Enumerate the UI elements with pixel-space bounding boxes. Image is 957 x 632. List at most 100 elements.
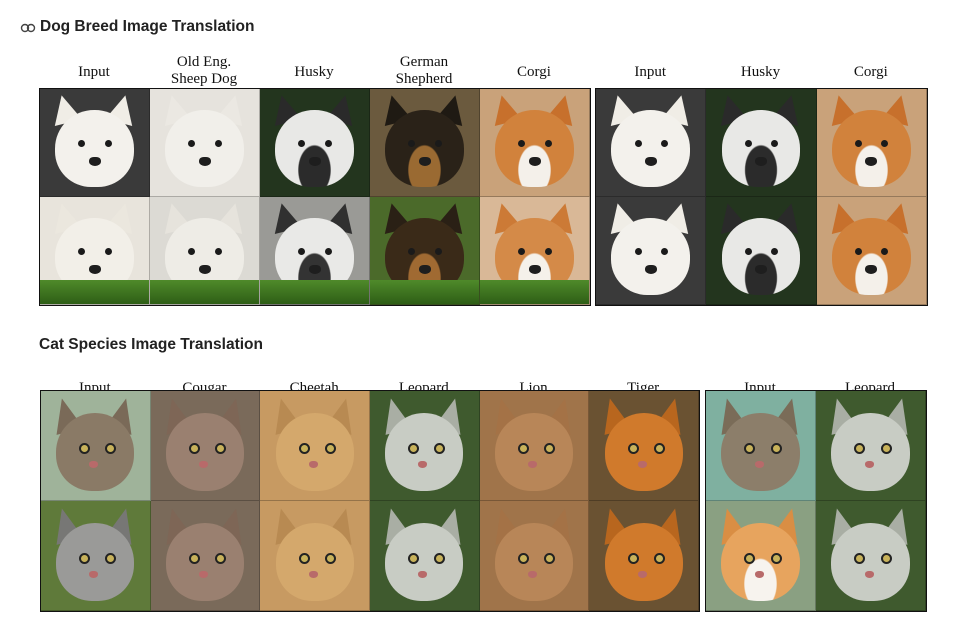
nose: [418, 460, 428, 468]
right-eye: [770, 443, 782, 455]
nose: [308, 265, 321, 275]
shepherd-image: [370, 89, 480, 197]
dog-panel-a-grid: [39, 88, 591, 306]
right-eye: [215, 443, 227, 455]
left-eye: [634, 140, 642, 148]
nose: [865, 157, 878, 167]
tabby-image: [41, 391, 151, 501]
cat-section-title: Cat Species Image Translation: [39, 336, 263, 354]
left-eye: [744, 140, 752, 148]
nose: [637, 570, 647, 578]
left-eye: [298, 248, 306, 256]
left-eye: [634, 248, 642, 256]
right-eye: [771, 248, 779, 256]
left-eye: [408, 140, 416, 148]
face: [831, 522, 910, 602]
corgi-image: [816, 89, 927, 197]
left-eye: [854, 553, 866, 565]
orangecat-image: [706, 501, 816, 611]
column-header: Old Eng. Sheep Dog: [170, 54, 238, 87]
nose: [754, 460, 764, 468]
nose: [418, 157, 431, 167]
right-eye: [880, 553, 892, 565]
cat-panel-a-grid: [40, 390, 700, 612]
right-eye: [105, 553, 117, 565]
cheetah-image: [260, 501, 370, 611]
nose: [88, 157, 101, 167]
column-header: Input: [634, 64, 666, 80]
left-eye: [518, 140, 526, 148]
link-icon[interactable]: [20, 21, 36, 33]
right-eye: [770, 553, 782, 565]
right-eye: [324, 553, 336, 565]
snowleopard-image: [369, 501, 480, 611]
nose: [637, 460, 647, 468]
right-eye: [324, 443, 336, 455]
nose: [198, 265, 211, 275]
face: [165, 412, 245, 492]
cat-panel-b-grid: [705, 390, 927, 612]
face: [165, 110, 244, 188]
right-eye: [214, 140, 222, 148]
left-eye: [188, 248, 196, 256]
right-eye: [771, 140, 779, 148]
tabby-wide-image: [706, 391, 816, 501]
snowleopard-image: [816, 391, 926, 501]
husky-image: [706, 89, 817, 197]
nose: [198, 157, 211, 167]
left-eye: [188, 140, 196, 148]
right-eye: [660, 248, 668, 256]
left-eye: [408, 553, 420, 565]
silvertabby-image: [41, 501, 151, 611]
left-eye: [855, 140, 863, 148]
nose: [865, 265, 878, 275]
left-eye: [188, 553, 200, 565]
column-header: Corgi: [853, 64, 888, 80]
face: [275, 522, 354, 602]
sheepdog-image: [150, 89, 260, 197]
right-eye: [215, 553, 227, 565]
right-eye: [104, 140, 112, 148]
cougar-image: [150, 391, 261, 501]
face: [721, 522, 800, 602]
nose: [418, 265, 431, 275]
face: [721, 412, 800, 492]
nose: [88, 265, 101, 275]
right-eye: [653, 553, 665, 565]
snowleopard-image: [816, 501, 926, 611]
column-header: Husky: [294, 64, 334, 80]
right-eye: [434, 140, 442, 148]
nose: [308, 570, 318, 578]
left-eye: [627, 553, 639, 565]
right-eye: [105, 443, 117, 455]
right-eye: [544, 140, 552, 148]
face: [56, 522, 135, 602]
nose: [418, 570, 428, 578]
column-header: German Shepherd: [395, 54, 453, 87]
face: [275, 110, 354, 188]
left-eye: [78, 140, 86, 148]
left-eye: [627, 443, 639, 455]
left-eye: [408, 248, 416, 256]
left-eye: [79, 553, 91, 565]
right-eye: [544, 248, 552, 256]
cheetah-image: [260, 391, 370, 501]
nose: [89, 570, 99, 578]
husky-image: [260, 89, 370, 197]
left-eye: [518, 248, 526, 256]
face: [611, 110, 690, 188]
right-eye: [544, 553, 556, 565]
right-eye: [434, 443, 446, 455]
left-eye: [744, 553, 756, 565]
nose: [528, 265, 541, 275]
tiger-image: [589, 501, 699, 611]
face: [55, 110, 134, 188]
grass: [40, 280, 149, 304]
face: [495, 110, 574, 188]
column-header: Husky: [740, 64, 781, 80]
face: [385, 412, 464, 492]
nose: [754, 157, 767, 167]
face: [611, 218, 690, 296]
right-eye: [434, 248, 442, 256]
nose: [527, 570, 537, 578]
